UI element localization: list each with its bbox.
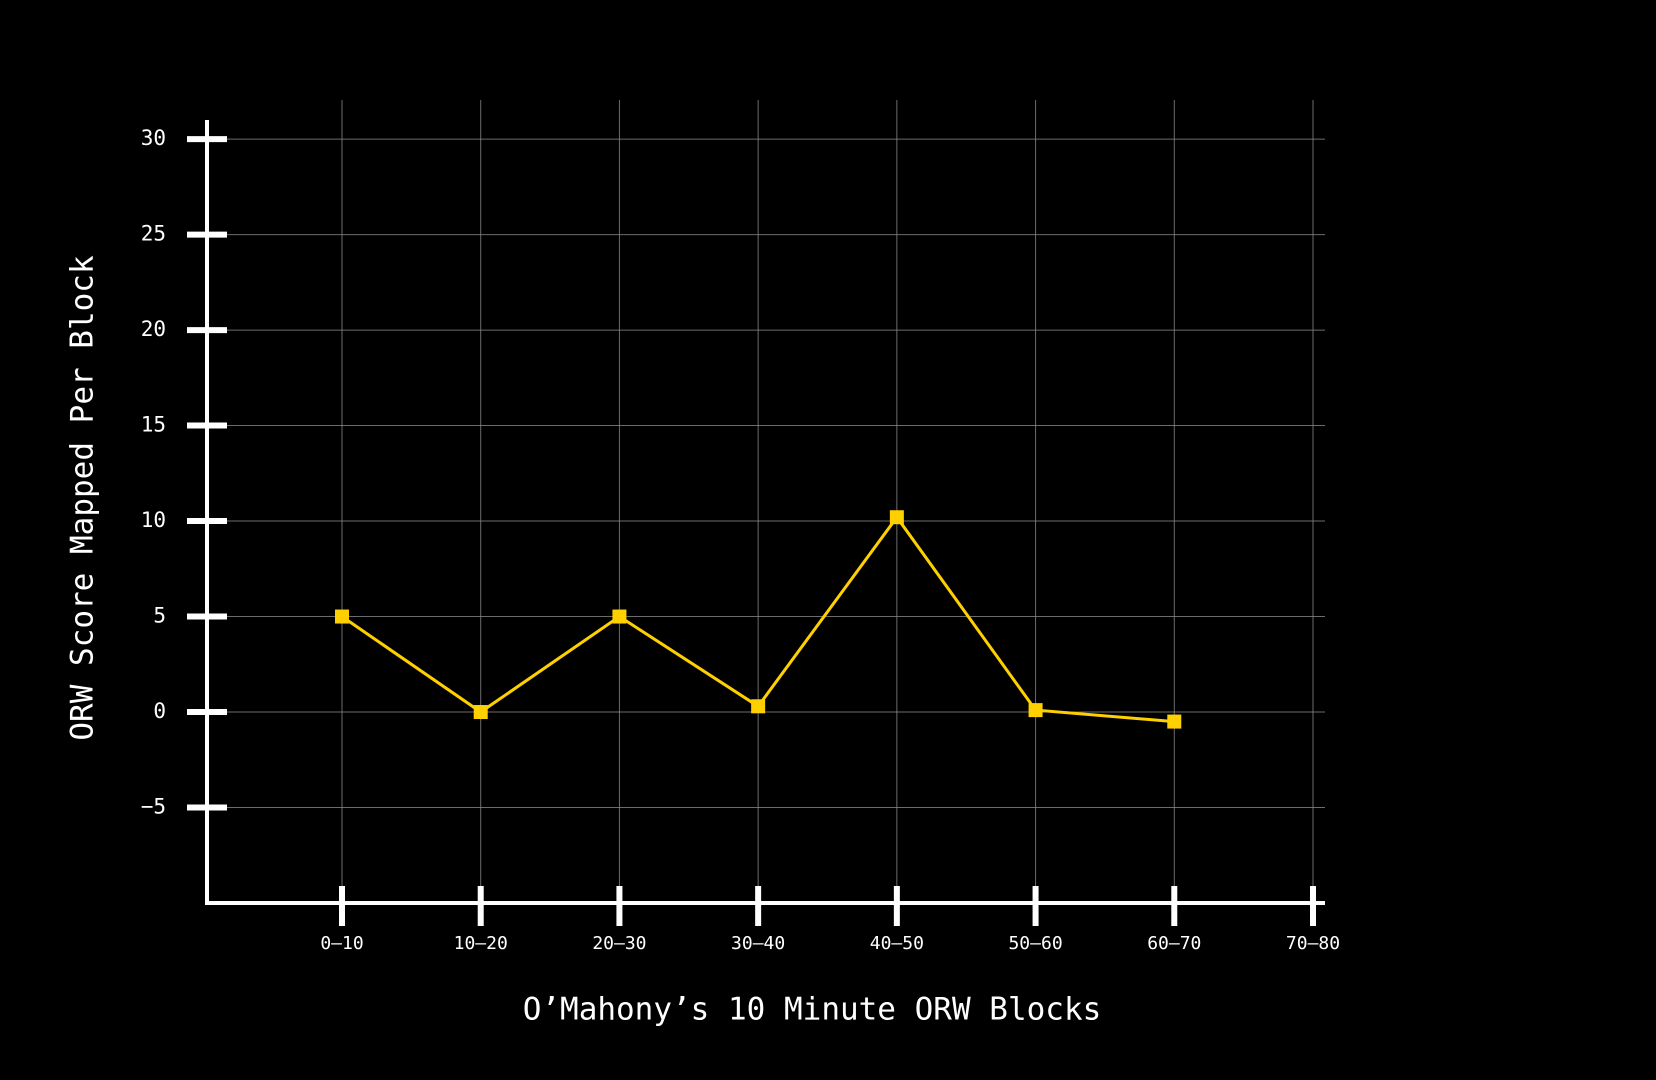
- y-axis-label: ORW Score Mapped Per Block: [65, 255, 101, 741]
- y-tick-label: 30: [141, 126, 166, 150]
- x-tick-label: 40–50: [870, 933, 924, 954]
- x-axis-label: O’Mahony’s 10 Minute ORW Blocks: [523, 992, 1102, 1028]
- x-tick-label: 30–40: [731, 933, 785, 954]
- x-tick-label: 70–80: [1286, 933, 1340, 954]
- data-point: [612, 609, 627, 624]
- x-tick-label: 50–60: [1008, 933, 1062, 954]
- x-tick-label: 0–10: [320, 933, 363, 954]
- y-tick-label: 10: [141, 508, 166, 532]
- data-point: [1167, 714, 1182, 729]
- x-tick-label: 20–30: [592, 933, 646, 954]
- data-point: [751, 699, 766, 714]
- y-tick-label: 20: [141, 317, 166, 341]
- data-point: [1028, 703, 1043, 718]
- y-tick-label: 25: [141, 222, 166, 246]
- y-tick-label: 15: [141, 413, 166, 437]
- data-point: [473, 705, 488, 720]
- y-tick-label: 5: [153, 604, 166, 628]
- x-tick-label: 60–70: [1147, 933, 1201, 954]
- y-tick-label: −5: [141, 795, 166, 819]
- data-point: [335, 609, 349, 624]
- x-tick-label: 10–20: [454, 933, 508, 954]
- data-point: [889, 510, 904, 525]
- y-tick-label: 0: [153, 699, 166, 723]
